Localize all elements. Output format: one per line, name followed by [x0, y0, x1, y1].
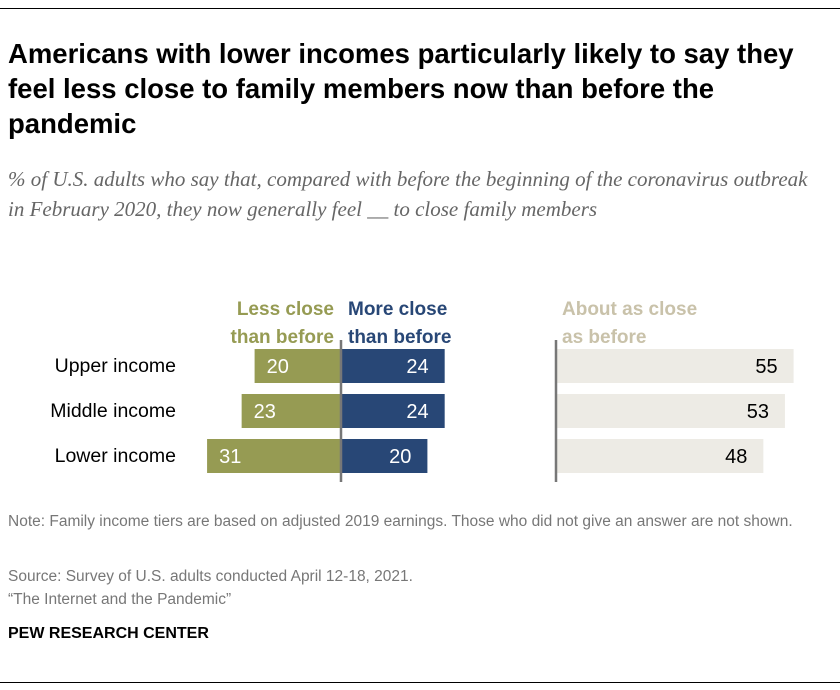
bottom-rule — [0, 682, 840, 683]
data-label-more-close: 24 — [406, 401, 428, 423]
bar-more-close — [341, 439, 428, 473]
bar-more-close — [341, 394, 445, 428]
legend-more-line2: than before — [348, 327, 452, 348]
legend-more-line1: More close — [348, 299, 448, 320]
bar-less-close — [241, 394, 341, 428]
legend-about-as-close: About as close as before — [562, 296, 697, 352]
data-label-about-as-close: 53 — [747, 401, 769, 423]
data-label-about-as-close: 55 — [755, 356, 777, 378]
legend-less-line2: than before — [230, 327, 334, 348]
legend-less-close: Less close than before — [180, 296, 334, 352]
bar-more-close — [341, 349, 445, 383]
legend-less-line1: Less close — [236, 299, 334, 320]
bar-less-close — [254, 349, 341, 383]
bar-about-as-close — [556, 394, 785, 428]
chart-subtitle: % of U.S. adults who say that, compared … — [8, 167, 808, 221]
report-title: “The Internet and the Pandemic” — [8, 591, 232, 608]
source: Source: Survey of U.S. adults conducted … — [8, 568, 413, 585]
data-label-less-close: 23 — [254, 401, 276, 423]
legend-more-close: More close than before — [348, 296, 451, 352]
bar-about-as-close — [556, 439, 764, 473]
brand-logo-text: PEW RESEARCH CENTER — [8, 625, 209, 642]
data-label-less-close: 20 — [267, 356, 289, 378]
chart-title: Americans with lower incomes particularl… — [8, 38, 794, 139]
bar-about-as-close — [556, 349, 794, 383]
data-label-about-as-close: 48 — [725, 446, 747, 468]
data-label-less-close: 31 — [219, 446, 241, 468]
footnote: Note: Family income tiers are based on a… — [8, 513, 793, 530]
category-label-lower: Lower income — [54, 445, 176, 467]
legend-about-line1: About as close — [562, 299, 698, 320]
category-label-middle: Middle income — [50, 400, 176, 422]
top-rule — [0, 8, 840, 9]
data-label-more-close: 20 — [389, 446, 411, 468]
category-label-upper: Upper income — [54, 355, 176, 377]
data-label-more-close: 24 — [406, 356, 428, 378]
legend-about-line2: as before — [562, 327, 647, 348]
bar-less-close — [207, 439, 341, 473]
